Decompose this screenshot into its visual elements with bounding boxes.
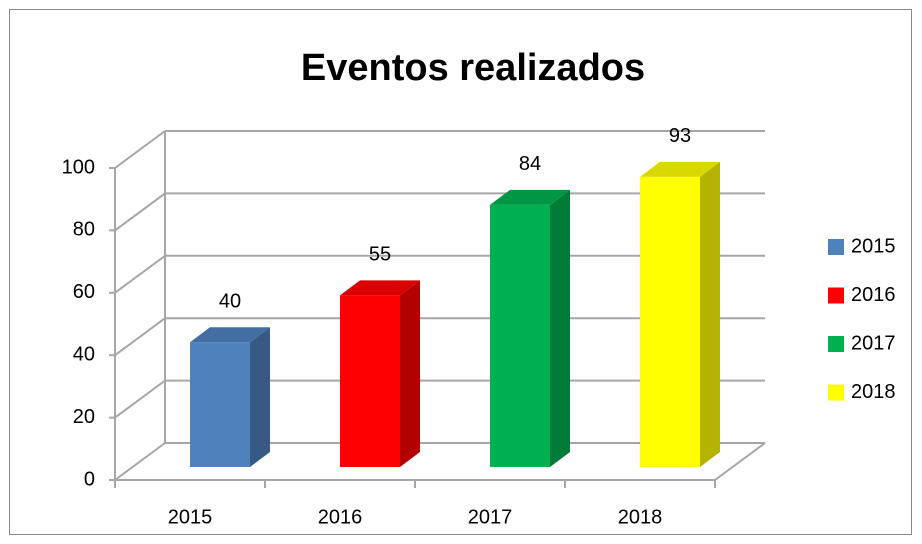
floor-right [714,442,766,481]
bar [490,204,550,468]
data-label: 40 [219,290,241,312]
bar [640,176,700,467]
x-tick-label: 2017 [468,506,513,528]
data-label: 93 [669,125,691,147]
bar-side [400,280,420,467]
grid-line-side [114,254,166,294]
y-tick-label: 80 [73,219,95,241]
legend-swatch [828,384,844,401]
grid-line-side [114,130,166,169]
bar-top [640,161,720,177]
legend-swatch [828,336,844,352]
legend-label: 2018 [851,381,896,403]
legend-label: 2015 [851,235,896,257]
y-tick-label: 100 [62,156,95,178]
chart-title: Eventos realizados [301,47,645,89]
grid-line-side [114,379,166,419]
x-tick-label: 2018 [618,506,663,528]
y-tick-label: 40 [73,343,95,365]
bar [190,342,250,467]
bar [340,295,400,467]
x-tick-label: 2016 [318,506,363,528]
legend-label: 2016 [851,284,896,306]
x-tick-label: 2015 [168,506,213,528]
grid-line-side [114,317,166,357]
data-label: 55 [369,244,391,266]
bar-top [340,280,420,296]
bar-side [550,189,570,468]
bar-top [490,189,570,205]
legend-swatch [828,287,844,304]
grid-line-side [114,442,166,481]
bar-side [250,327,270,467]
bar-side [700,161,720,467]
y-tick-label: 20 [73,406,95,428]
legend-label: 2017 [851,332,896,354]
data-label: 84 [519,153,541,175]
grid-line-side [114,192,166,232]
y-tick-label: 60 [73,281,95,303]
legend-swatch [828,239,844,255]
y-tick-label: 0 [84,468,95,490]
bar-top [190,327,270,343]
